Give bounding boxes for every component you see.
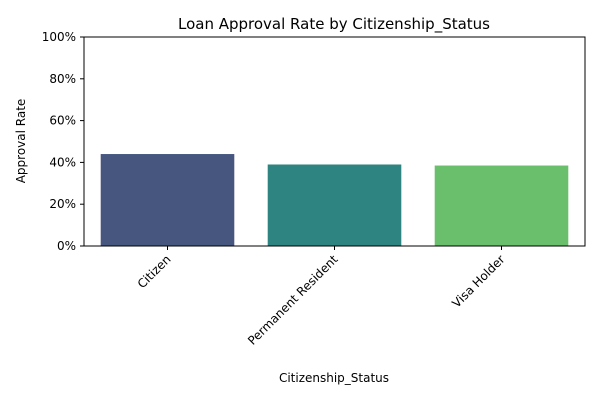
y-axis-label: Approval Rate — [14, 99, 28, 184]
bar-permanent-resident — [267, 164, 402, 246]
x-tick-label: Permanent Resident — [245, 252, 341, 348]
y-tick-label: 40% — [49, 155, 76, 169]
y-tick-label: 80% — [49, 72, 76, 86]
y-tick-label: 20% — [49, 197, 76, 211]
bar-citizen — [100, 154, 235, 246]
y-tick-label: 100% — [42, 30, 76, 44]
chart-title: Loan Approval Rate by Citizenship_Status — [178, 15, 490, 34]
y-tick-label: 0% — [57, 239, 76, 253]
x-tick-label: Citizen — [135, 252, 174, 291]
x-tick-label: Visa Holder — [449, 252, 507, 310]
x-axis-label: Citizenship_Status — [279, 371, 389, 385]
y-tick-label: 60% — [49, 114, 76, 128]
bar-visa-holder — [434, 165, 569, 246]
